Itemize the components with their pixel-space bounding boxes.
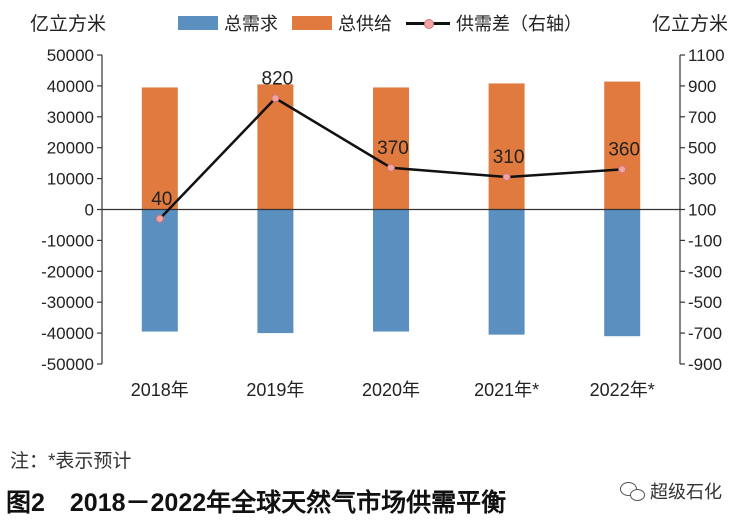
gap-data-label: 820 [262,68,294,89]
legend-item-supply: 总供给 [292,10,392,36]
gap-data-label: 370 [377,138,409,159]
legend-label-gap: 供需差（右轴） [456,14,582,34]
left-tick-label: -10000 [41,231,94,250]
left-tick-label: 50000 [47,46,94,65]
left-tick-label: 30000 [47,108,94,127]
right-tick-label: -900 [688,355,722,374]
supply-bar [141,87,178,210]
demand-bar [604,209,641,337]
category-label: 2018年 [131,380,189,400]
chart: 50000 40000 30000 20000 10000 0 -10000 -20000 -3… [41,46,725,400]
watermark: 超级石化 [620,478,722,504]
legend: 总需求 总供给 供需差（右轴） [178,10,596,36]
right-tick-label: -300 [688,262,722,281]
supply-bar [488,83,525,210]
left-tick-label: 10000 [47,170,94,189]
left-tick-label: -40000 [41,324,94,343]
right-tick-label: 700 [688,108,716,127]
gap-point [387,163,395,172]
legend-swatch-gap [406,16,450,30]
legend-label-demand: 总需求 [224,14,278,34]
watermark-text: 超级石化 [650,482,722,502]
category-label: 2021年* [474,380,539,400]
legend-label-supply: 总供给 [338,14,392,34]
left-tick-label: 40000 [47,77,94,96]
gap-point [502,173,511,182]
right-tick-label: 100 [688,201,716,220]
right-tick-label: 500 [688,139,716,158]
gap-data-label: 360 [608,139,640,160]
supply-bar [604,81,641,210]
left-axis-unit: 亿立方米 [30,14,107,35]
footnote: 注：*表示预计 [10,451,132,472]
left-tick-label: -20000 [41,262,94,281]
right-tick-label: 1100 [688,46,725,65]
legend-swatch-supply [292,16,332,30]
category-label: 2019年 [246,380,304,400]
demand-bar [141,209,178,332]
demand-bar [257,209,294,334]
right-tick-label: -700 [688,324,722,343]
right-tick-label: -100 [688,231,722,250]
category-label: 2020年 [362,380,420,400]
right-tick-label: -500 [688,293,722,312]
supply-bar [257,84,294,210]
right-tick-label: 900 [688,77,716,96]
left-tick-label: 0 [85,201,94,220]
category-label: 2022年* [590,380,655,400]
demand-bar [488,209,525,335]
demand-bar [373,209,409,332]
supply-bar [373,87,409,210]
wechat-icon [620,481,646,501]
right-tick-label: 300 [688,170,716,189]
legend-item-gap: 供需差（右轴） [406,10,582,36]
gap-data-label: 40 [151,189,172,210]
gap-point [618,165,627,174]
left-tick-label: -50000 [41,355,94,374]
gap-point [155,214,164,223]
gap-data-label: 310 [493,147,525,168]
legend-item-demand: 总需求 [178,10,278,36]
figure-caption: 图2 2018－2022年全球天然气市场供需平衡 [6,489,507,517]
left-tick-label: -30000 [41,293,94,312]
gap-point [271,94,280,103]
legend-swatch-demand [178,16,218,30]
right-axis-unit: 亿立方米 [652,14,729,35]
left-tick-label: 20000 [47,139,94,158]
